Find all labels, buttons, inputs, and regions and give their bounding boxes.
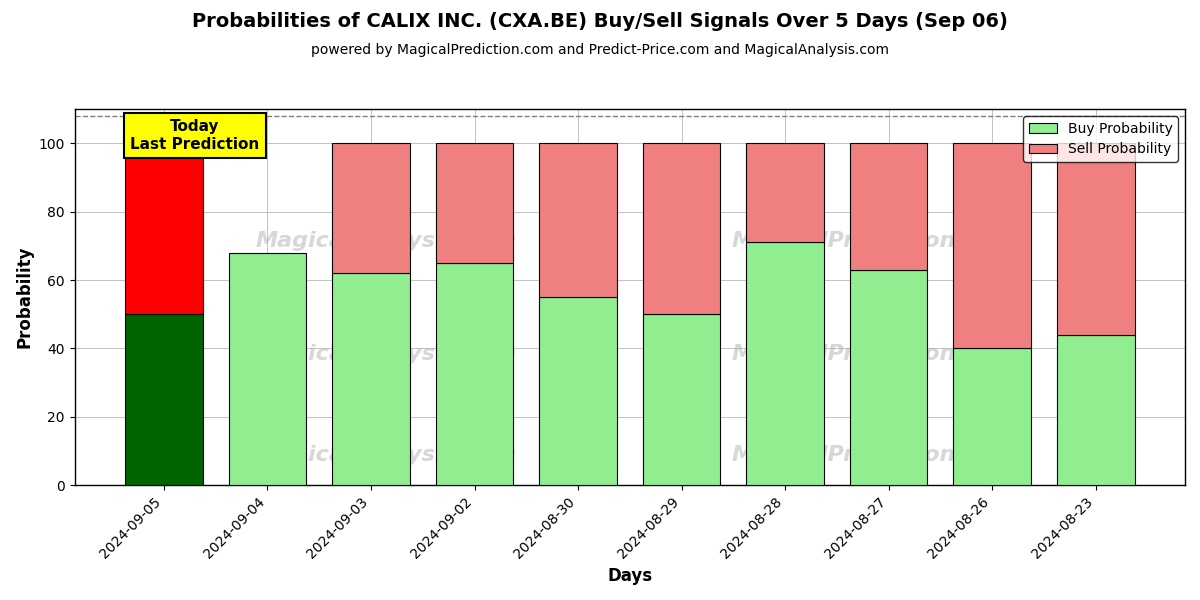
Bar <box>643 314 720 485</box>
Text: MagicalAnalysis.com: MagicalAnalysis.com <box>256 344 516 364</box>
Bar <box>539 297 617 485</box>
Text: MagicalPrediction.com: MagicalPrediction.com <box>732 445 1016 465</box>
Bar <box>953 349 1031 485</box>
Text: MagicalPrediction.com: MagicalPrediction.com <box>732 344 1016 364</box>
Text: MagicalAnalysis.com: MagicalAnalysis.com <box>256 230 516 251</box>
Bar <box>436 143 514 263</box>
Text: MagicalAnalysis.com: MagicalAnalysis.com <box>256 445 516 465</box>
Legend: Buy Probability, Sell Probability: Buy Probability, Sell Probability <box>1024 116 1178 162</box>
Bar <box>332 143 410 273</box>
Text: Probabilities of CALIX INC. (CXA.BE) Buy/Sell Signals Over 5 Days (Sep 06): Probabilities of CALIX INC. (CXA.BE) Buy… <box>192 12 1008 31</box>
Bar <box>332 273 410 485</box>
X-axis label: Days: Days <box>607 567 653 585</box>
Bar <box>539 143 617 297</box>
Bar <box>1057 143 1134 335</box>
Bar <box>850 270 928 485</box>
Bar <box>746 242 824 485</box>
Bar <box>850 143 928 270</box>
Text: MagicalPrediction.com: MagicalPrediction.com <box>732 230 1016 251</box>
Text: powered by MagicalPrediction.com and Predict-Price.com and MagicalAnalysis.com: powered by MagicalPrediction.com and Pre… <box>311 43 889 57</box>
Bar <box>125 143 203 314</box>
Bar <box>953 143 1031 349</box>
Bar <box>229 253 306 485</box>
Bar <box>1057 335 1134 485</box>
Bar <box>643 143 720 314</box>
Y-axis label: Probability: Probability <box>16 246 34 349</box>
Text: Today
Last Prediction: Today Last Prediction <box>131 119 259 152</box>
Bar <box>436 263 514 485</box>
Bar <box>125 314 203 485</box>
Bar <box>746 143 824 242</box>
